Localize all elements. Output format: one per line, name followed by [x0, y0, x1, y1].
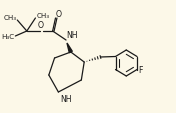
Text: H₃C: H₃C [1, 34, 14, 40]
Text: NH: NH [67, 31, 78, 40]
Text: NH: NH [60, 94, 71, 103]
Text: CH₃: CH₃ [3, 14, 16, 20]
Text: F: F [139, 65, 143, 74]
Text: O: O [56, 9, 62, 18]
Text: CH₃: CH₃ [36, 12, 49, 18]
Text: O: O [37, 21, 43, 30]
Polygon shape [67, 44, 72, 53]
